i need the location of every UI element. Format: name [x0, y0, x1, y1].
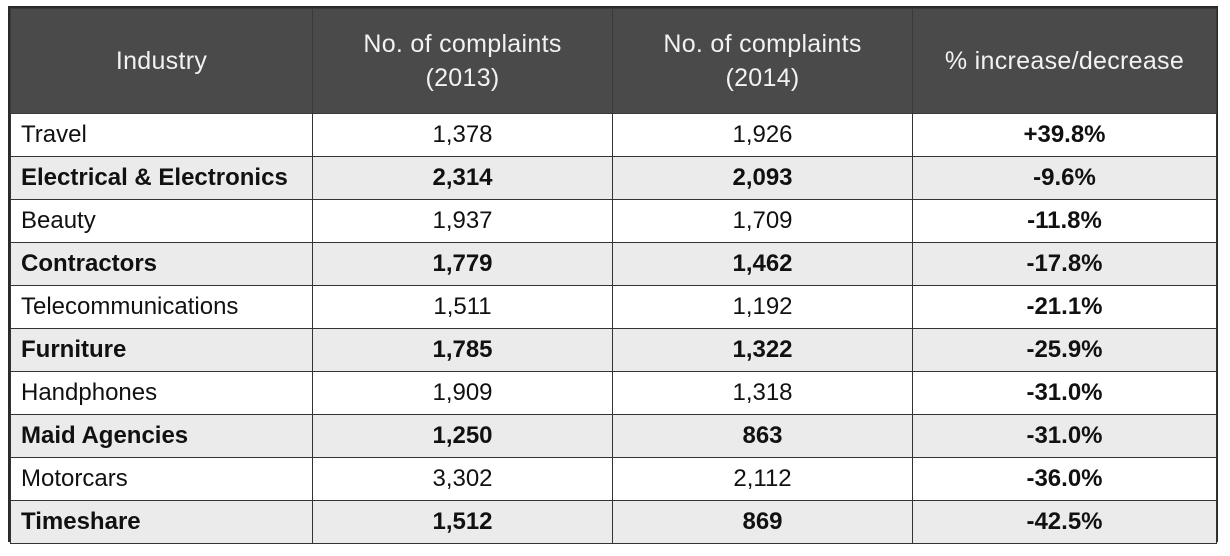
industry-cell: Handphones — [10, 371, 313, 415]
table-row: Telecommunications 1,511 1,192 -21.1% — [10, 285, 1217, 329]
industry-cell: Contractors — [10, 242, 313, 286]
table-row: Motorcars 3,302 2,112 -36.0% — [10, 457, 1217, 501]
complaints-2013-cell: 1,909 — [312, 371, 613, 415]
header-2013-line2: (2013) — [425, 64, 500, 92]
complaints-2013-cell: 1,785 — [312, 328, 613, 372]
complaints-2014-cell: 863 — [612, 414, 913, 458]
change-cell: -31.0% — [912, 371, 1217, 415]
header-row: Industry No. of complaints (2013) No. of… — [10, 8, 1217, 114]
change-cell: -17.8% — [912, 242, 1217, 286]
table-row: Electrical & Electronics 2,314 2,093 -9.… — [10, 156, 1217, 200]
header-2014-line2: (2014) — [725, 64, 800, 92]
change-cell: -9.6% — [912, 156, 1217, 200]
complaints-2013-cell: 1,937 — [312, 199, 613, 243]
complaints-2014-cell: 2,112 — [612, 457, 913, 501]
header-complaints-2013: No. of complaints (2013) — [312, 8, 613, 114]
table-row: Contractors 1,779 1,462 -17.8% — [10, 242, 1217, 286]
table-row: Furniture 1,785 1,322 -25.9% — [10, 328, 1217, 372]
complaints-2013-cell: 1,511 — [312, 285, 613, 329]
complaints-2014-cell: 1,709 — [612, 199, 913, 243]
change-cell: -21.1% — [912, 285, 1217, 329]
table-row: Maid Agencies 1,250 863 -31.0% — [10, 414, 1217, 458]
header-change: % increase/decrease — [912, 8, 1217, 114]
complaints-2014-cell: 869 — [612, 500, 913, 544]
change-cell: +39.8% — [912, 113, 1217, 157]
header-industry: Industry — [10, 8, 313, 114]
change-cell: -36.0% — [912, 457, 1217, 501]
industry-cell: Electrical & Electronics — [10, 156, 313, 200]
table-row: Timeshare 1,512 869 -42.5% — [10, 500, 1217, 544]
complaints-table: Industry No. of complaints (2013) No. of… — [10, 8, 1217, 544]
complaints-2013-cell: 1,250 — [312, 414, 613, 458]
complaints-2014-cell: 2,093 — [612, 156, 913, 200]
industry-cell: Travel — [10, 113, 313, 157]
change-cell: -11.8% — [912, 199, 1217, 243]
industry-cell: Telecommunications — [10, 285, 313, 329]
complaints-2014-cell: 1,318 — [612, 371, 913, 415]
table-row: Travel 1,378 1,926 +39.8% — [10, 113, 1217, 157]
complaints-2014-cell: 1,192 — [612, 285, 913, 329]
change-cell: -31.0% — [912, 414, 1217, 458]
complaints-table-frame: Industry No. of complaints (2013) No. of… — [8, 6, 1218, 544]
table-row: Beauty 1,937 1,709 -11.8% — [10, 199, 1217, 243]
table-header: Industry No. of complaints (2013) No. of… — [10, 8, 1217, 114]
header-2014-line1: No. of complaints — [663, 30, 862, 58]
industry-cell: Furniture — [10, 328, 313, 372]
complaints-2013-cell: 1,378 — [312, 113, 613, 157]
complaints-2013-cell: 2,314 — [312, 156, 613, 200]
industry-cell: Maid Agencies — [10, 414, 313, 458]
complaints-2014-cell: 1,462 — [612, 242, 913, 286]
industry-cell: Timeshare — [10, 500, 313, 544]
industry-cell: Beauty — [10, 199, 313, 243]
header-2013-line1: No. of complaints — [363, 30, 562, 58]
table-row: Handphones 1,909 1,318 -31.0% — [10, 371, 1217, 415]
complaints-2014-cell: 1,322 — [612, 328, 913, 372]
complaints-2013-cell: 1,779 — [312, 242, 613, 286]
complaints-2013-cell: 3,302 — [312, 457, 613, 501]
change-cell: -42.5% — [912, 500, 1217, 544]
complaints-2013-cell: 1,512 — [312, 500, 613, 544]
industry-cell: Motorcars — [10, 457, 313, 501]
table-body: Travel 1,378 1,926 +39.8% Electrical & E… — [10, 113, 1217, 544]
header-complaints-2014: No. of complaints (2014) — [612, 8, 913, 114]
complaints-2014-cell: 1,926 — [612, 113, 913, 157]
change-cell: -25.9% — [912, 328, 1217, 372]
